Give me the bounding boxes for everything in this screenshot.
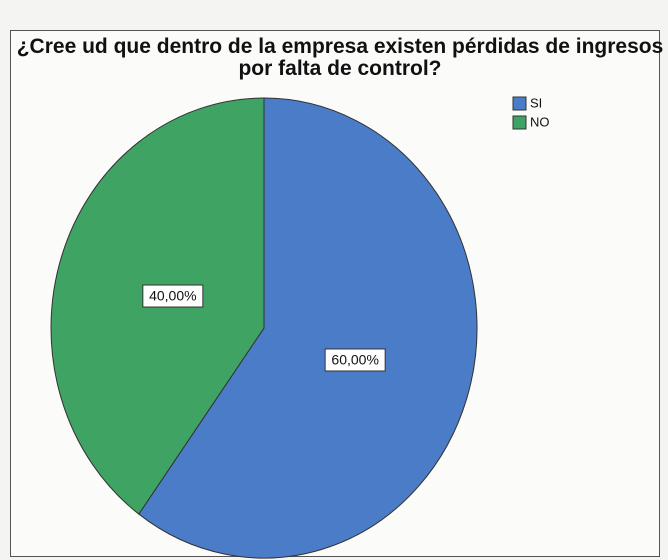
legend-label: SI <box>530 95 542 110</box>
data-label: 40,00% <box>149 288 196 304</box>
data-label-box <box>142 284 204 308</box>
legend-swatch <box>512 115 527 130</box>
legend-label: NO <box>530 114 550 129</box>
pie-slice <box>138 97 478 559</box>
data-label: 60,00% <box>331 352 378 368</box>
legend-swatch <box>512 96 527 111</box>
chart-title: ¿Cree ud que dentro de la empresa existe… <box>16 35 664 80</box>
data-label-box <box>324 348 386 372</box>
